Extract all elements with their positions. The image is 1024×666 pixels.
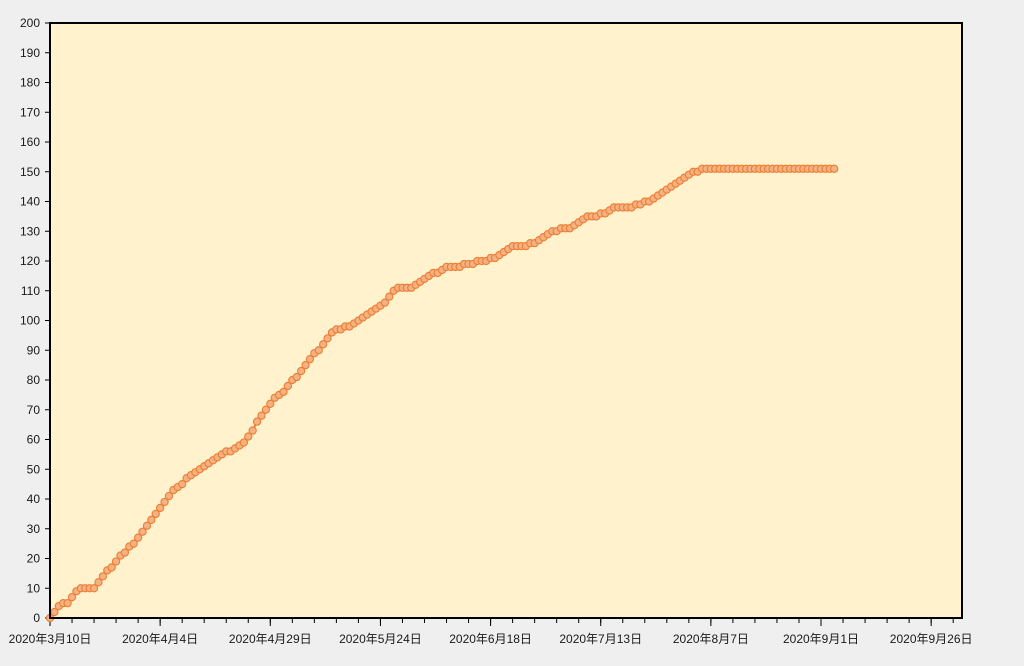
x-tick-label: 2020年4月4日 xyxy=(122,632,198,646)
y-tick-label: 60 xyxy=(27,433,41,447)
y-tick-label: 140 xyxy=(20,195,40,209)
data-point xyxy=(120,548,130,557)
x-tick-label: 2020年9月26日 xyxy=(890,632,973,646)
data-point xyxy=(261,405,271,414)
y-tick-label: 0 xyxy=(33,611,40,625)
data-point xyxy=(296,366,306,376)
y-tick-label: 30 xyxy=(27,522,41,536)
y-tick-label: 110 xyxy=(21,284,40,298)
data-point xyxy=(151,509,160,519)
data-point xyxy=(63,598,72,608)
data-point xyxy=(178,479,187,489)
data-point xyxy=(89,584,99,593)
data-point xyxy=(107,563,116,572)
data-point xyxy=(257,411,266,420)
data-point xyxy=(138,527,147,536)
data-point xyxy=(133,533,143,542)
x-tick-label: 2020年6月18日 xyxy=(449,632,532,646)
data-point xyxy=(98,572,108,581)
data-point xyxy=(380,298,389,307)
data-point xyxy=(292,372,301,382)
data-point xyxy=(279,387,288,397)
x-tick-label: 2020年8月7日 xyxy=(673,632,749,646)
y-tick-label: 150 xyxy=(20,165,40,179)
x-tick-label: 2020年4月29日 xyxy=(229,632,312,646)
data-point xyxy=(283,381,293,391)
data-point xyxy=(94,578,103,587)
data-point xyxy=(155,503,165,513)
x-tick-label: 2020年3月10日 xyxy=(9,632,92,646)
data-point xyxy=(385,292,394,301)
y-tick-label: 130 xyxy=(20,224,40,238)
x-tick-label: 2020年9月1日 xyxy=(783,632,859,646)
y-tick-label: 20 xyxy=(27,552,41,566)
x-axis: 2020年3月10日 2020年4月4日 2020年4月29日 2020年5月24日 2… xyxy=(9,618,973,646)
plot-area-border xyxy=(49,22,963,619)
data-point xyxy=(164,491,174,501)
y-tick-label: 160 xyxy=(20,135,40,149)
data-point xyxy=(314,346,323,355)
y-tick-label: 50 xyxy=(27,462,41,476)
y-tick-label: 40 xyxy=(27,492,41,506)
data-point xyxy=(266,399,275,408)
data-point xyxy=(248,426,257,435)
y-tick-label: 180 xyxy=(20,76,40,90)
series-layer xyxy=(45,164,839,623)
data-point xyxy=(830,164,839,173)
y-tick-label: 200 xyxy=(20,16,40,30)
y-tick-label: 100 xyxy=(20,314,40,328)
plot-area-background xyxy=(50,23,962,618)
data-point xyxy=(147,515,156,524)
y-tick-label: 90 xyxy=(27,343,41,357)
y-tick-label: 190 xyxy=(20,46,40,60)
y-tick-label: 80 xyxy=(27,373,41,387)
data-point xyxy=(319,340,328,349)
data-point xyxy=(239,438,249,447)
data-point xyxy=(111,557,121,566)
y-tick-label: 10 xyxy=(27,581,41,595)
y-tick-label: 120 xyxy=(20,254,40,268)
data-point xyxy=(142,521,152,530)
data-point xyxy=(301,360,310,370)
x-tick-label: 2020年7月13日 xyxy=(559,632,642,646)
y-axis: 2001901801701601501401301201101009080706… xyxy=(20,16,50,625)
y-tick-label: 170 xyxy=(20,105,40,119)
y-tick-label: 70 xyxy=(27,403,41,417)
data-point xyxy=(129,539,138,548)
data-point xyxy=(305,355,315,364)
data-point xyxy=(244,432,253,441)
data-point xyxy=(67,593,77,602)
data-point xyxy=(160,497,169,507)
data-point xyxy=(252,417,262,426)
data-point xyxy=(323,334,332,343)
x-tick-label: 2020年5月24日 xyxy=(339,632,422,646)
